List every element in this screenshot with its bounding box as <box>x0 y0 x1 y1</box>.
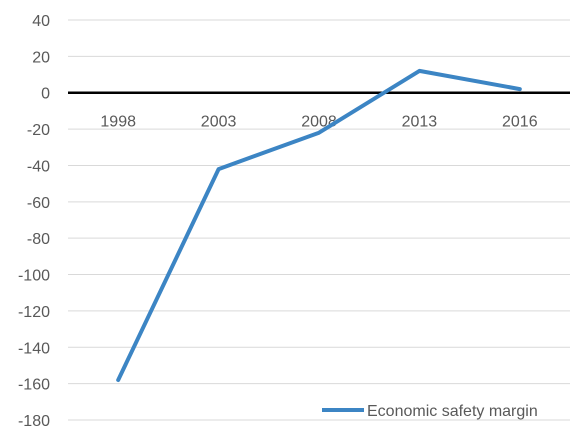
x-tick-label: 2016 <box>502 114 538 131</box>
y-tick-label: -60 <box>27 195 50 212</box>
series-lines <box>116 68 522 382</box>
y-axis-ticks: 40 20 0 -20 -40 -60 -80 -100 -120 -140 -160 -180 <box>18 13 50 430</box>
x-tick-label: 2008 <box>301 114 337 131</box>
x-tick-label: 2003 <box>201 114 237 131</box>
y-tick-label: -160 <box>18 377 50 394</box>
y-tick-label: 0 <box>41 86 50 103</box>
y-tick-label: -180 <box>18 413 50 430</box>
legend: Economic safety margin <box>322 403 538 420</box>
y-tick-label: 40 <box>32 13 50 30</box>
gridlines <box>68 19 570 421</box>
y-tick-label: -20 <box>27 122 50 139</box>
y-tick-label: 20 <box>32 49 50 66</box>
y-tick-label: -80 <box>27 231 50 248</box>
x-axis-ticks: 1998 2003 2008 2013 2016 <box>100 114 537 131</box>
y-tick-label: -40 <box>27 158 50 175</box>
series-line <box>116 68 522 382</box>
x-tick-label: 2013 <box>402 114 438 131</box>
y-tick-label: -140 <box>18 340 50 357</box>
y-tick-label: -120 <box>18 304 50 321</box>
y-tick-label: -100 <box>18 268 50 285</box>
legend-label: Economic safety margin <box>367 403 538 420</box>
x-tick-label: 1998 <box>100 114 136 131</box>
